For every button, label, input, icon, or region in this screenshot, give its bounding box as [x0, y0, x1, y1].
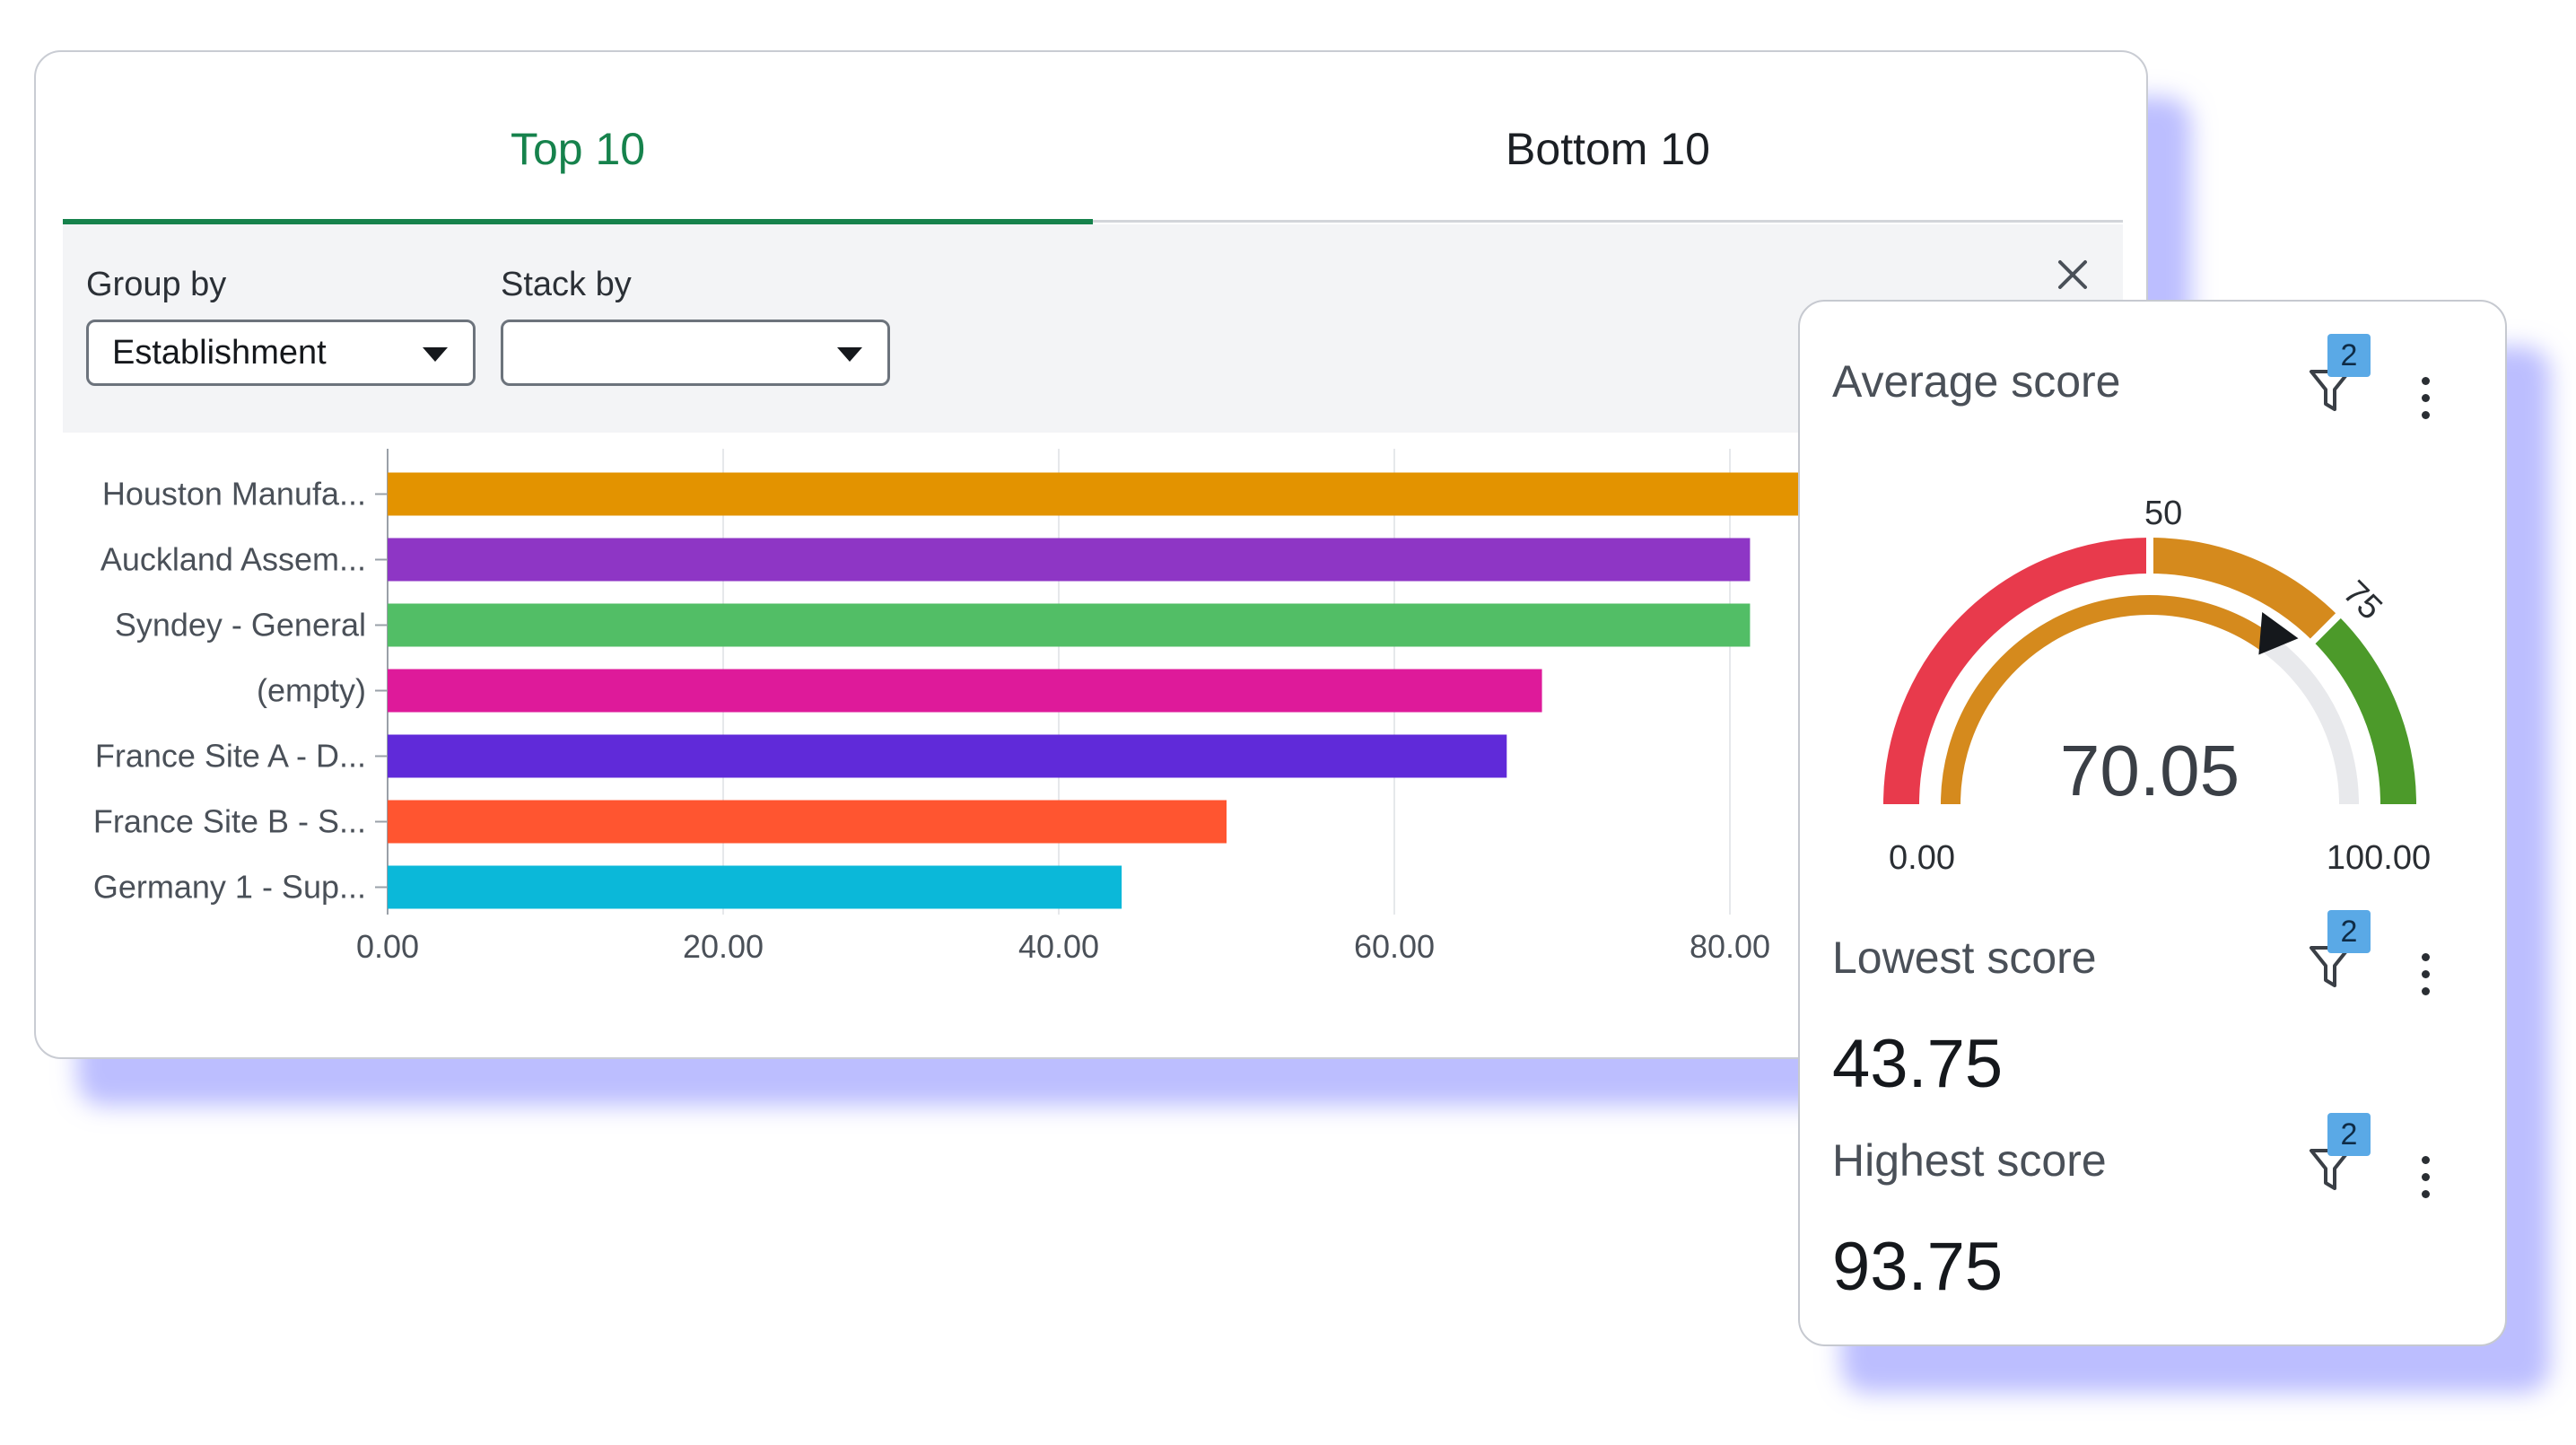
bar[interactable]: [388, 472, 1804, 516]
bar[interactable]: [388, 603, 1751, 647]
stack-by-label: Stack by: [501, 266, 632, 303]
filter-panel: Group by Establishment Stack by: [63, 224, 2123, 433]
x-tick-label: 20.00: [683, 928, 764, 965]
tab-top-10[interactable]: Top 10: [63, 75, 1093, 224]
average-score-title: Average score: [1832, 356, 2121, 407]
average-filter-button[interactable]: 2: [2306, 334, 2371, 415]
bar-chart-card: Top 10 Bottom 10 Group by Establishment …: [34, 50, 2148, 1059]
x-tick-label: 60.00: [1354, 928, 1435, 965]
gauge-max-label: 100.00: [2327, 839, 2431, 877]
category-label: Syndey - General: [115, 607, 366, 644]
bar[interactable]: [388, 800, 1227, 844]
chevron-down-icon: [837, 347, 862, 362]
x-tick-label: 0.00: [356, 928, 419, 965]
lowest-score-value: 43.75: [1832, 1026, 2004, 1102]
gauge-progress: [1941, 595, 2274, 805]
x-tick-label: 40.00: [1018, 928, 1099, 965]
highest-filter-button[interactable]: 2: [2306, 1113, 2371, 1194]
lowest-filter-button[interactable]: 2: [2306, 910, 2371, 991]
bar[interactable]: [388, 669, 1542, 713]
average-score-gauge: 50 75 70.05 0.00 100.00: [1883, 495, 2431, 877]
close-icon[interactable]: [2049, 251, 2096, 298]
x-tick-label: 80.00: [1690, 928, 1770, 965]
average-more-menu[interactable]: [2412, 373, 2439, 424]
lowest-more-menu[interactable]: [2412, 950, 2439, 1000]
gauge-band-mid: [2149, 538, 2339, 642]
bar[interactable]: [388, 865, 1122, 909]
category-label: (empty): [257, 672, 366, 709]
lowest-score-title: Lowest score: [1832, 933, 2097, 983]
group-by-value: Establishment: [112, 334, 327, 372]
score-widgets-card: Average score 2 50 75 70.05 0.00 100.00 …: [1798, 300, 2507, 1346]
highest-more-menu[interactable]: [2412, 1152, 2439, 1203]
tab-bar: Top 10 Bottom 10: [63, 75, 2123, 224]
category-label: France Site A - D...: [95, 738, 366, 775]
category-label: Germany 1 - Sup...: [93, 869, 366, 906]
group-by-label: Group by: [86, 266, 227, 303]
category-label: Houston Manufa...: [102, 476, 366, 512]
highest-score-value: 93.75: [1832, 1229, 2004, 1305]
gauge-band-high: [2312, 615, 2416, 805]
category-label: France Site B - S...: [93, 803, 366, 840]
category-label: Auckland Assem...: [100, 541, 366, 578]
filter-count-badge: 2: [2327, 1113, 2371, 1156]
highest-score-title: Highest score: [1832, 1135, 2107, 1186]
gauge-pointer: [2258, 611, 2299, 655]
gauge-band-low: [1883, 538, 2151, 805]
gauge-min-label: 0.00: [1889, 839, 1955, 877]
bar[interactable]: [388, 538, 1751, 582]
filter-count-badge: 2: [2327, 910, 2371, 953]
stack-by-select[interactable]: [501, 320, 890, 386]
gauge-label-50: 50: [2144, 495, 2182, 532]
group-by-select[interactable]: Establishment: [86, 320, 476, 386]
tab-bottom-10[interactable]: Bottom 10: [1506, 124, 1710, 174]
gauge-value: 70.05: [2060, 731, 2240, 810]
gauge-separator: [2308, 611, 2343, 646]
chevron-down-icon: [423, 347, 448, 362]
bar[interactable]: [388, 734, 1507, 778]
gauge-label-75: 75: [2336, 574, 2389, 627]
filter-count-badge: 2: [2327, 334, 2371, 377]
